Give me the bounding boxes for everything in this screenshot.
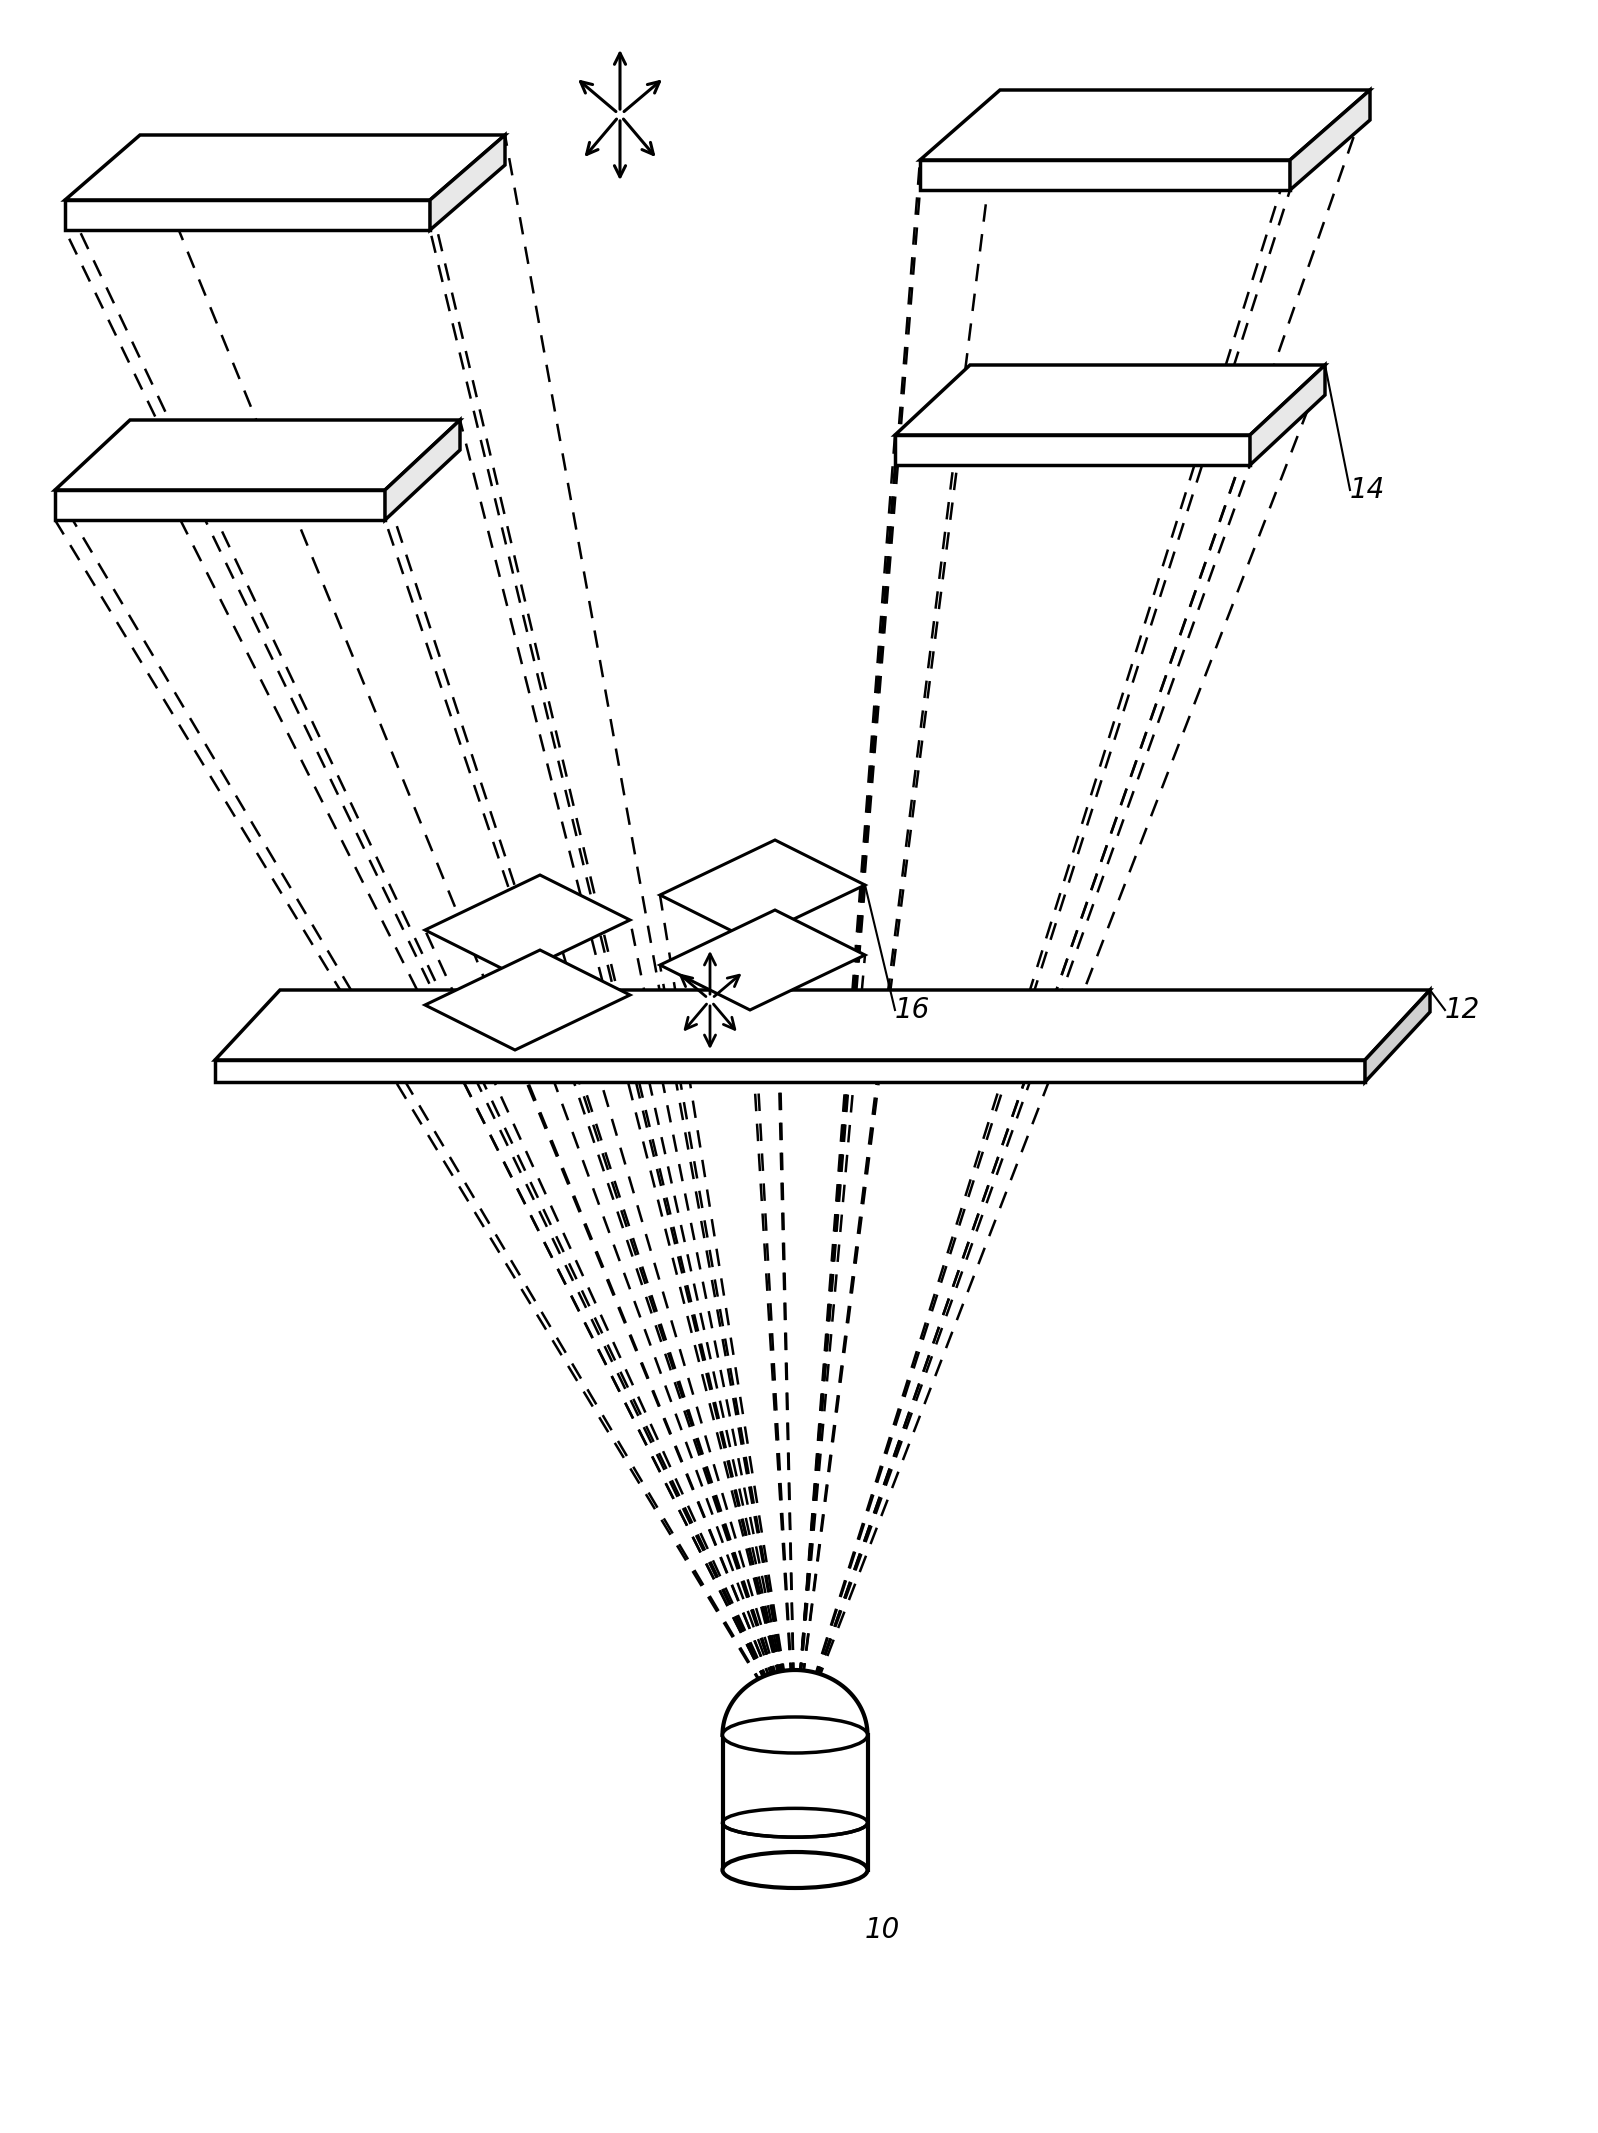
Polygon shape [1290, 90, 1369, 190]
Ellipse shape [722, 1851, 868, 1888]
Text: 16: 16 [895, 996, 930, 1024]
Polygon shape [722, 1670, 868, 1734]
Ellipse shape [722, 1717, 868, 1753]
Polygon shape [722, 1734, 868, 1871]
Polygon shape [1365, 990, 1430, 1081]
Polygon shape [1250, 365, 1325, 465]
Polygon shape [66, 201, 430, 230]
Polygon shape [430, 134, 505, 230]
Polygon shape [660, 911, 865, 1011]
Polygon shape [385, 420, 460, 520]
Polygon shape [425, 875, 630, 975]
Polygon shape [425, 949, 630, 1049]
Text: 12: 12 [1445, 996, 1480, 1024]
Polygon shape [216, 1060, 1365, 1081]
Polygon shape [895, 435, 1250, 465]
Polygon shape [216, 990, 1430, 1060]
Polygon shape [54, 420, 460, 491]
Polygon shape [920, 160, 1290, 190]
Text: 14: 14 [1350, 476, 1385, 503]
Text: 10: 10 [865, 1915, 900, 1943]
Polygon shape [66, 134, 505, 201]
Polygon shape [660, 840, 865, 941]
Polygon shape [54, 491, 385, 520]
Polygon shape [920, 90, 1369, 160]
Polygon shape [895, 365, 1325, 435]
